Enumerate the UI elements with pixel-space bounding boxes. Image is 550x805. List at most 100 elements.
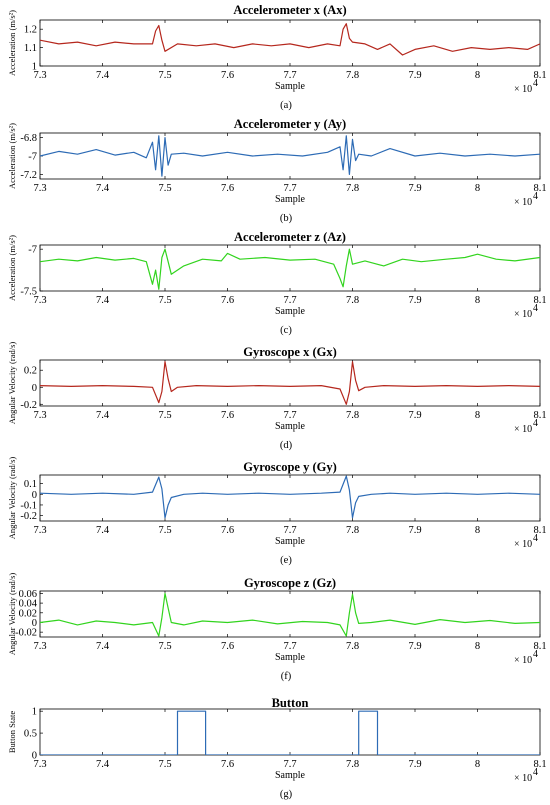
- y-tick-label: -0.1: [20, 500, 37, 511]
- x-multiplier: × 10: [514, 773, 532, 784]
- panel-caption: (c): [280, 325, 292, 336]
- y-axis-label: Acceleration (m/s²): [7, 123, 17, 189]
- y-axis-label: Angular Velocity (rad/s): [7, 573, 17, 656]
- x-tick-label: 7.4: [96, 70, 110, 81]
- series-line: [40, 361, 540, 405]
- x-exponent: 4: [533, 767, 538, 778]
- y-tick-label: 0: [32, 751, 37, 762]
- x-tick-label: 7.9: [408, 525, 421, 536]
- x-tick-label: 7.9: [408, 70, 421, 81]
- x-tick-label: 7.5: [158, 525, 171, 536]
- x-tick-label: 7.6: [221, 70, 234, 81]
- y-tick-label: -7: [28, 245, 37, 256]
- y-tick-label: 1.2: [24, 25, 37, 36]
- x-exponent: 4: [533, 533, 538, 544]
- x-tick-label: 7.3: [33, 525, 46, 536]
- plot-frame: [39, 590, 541, 638]
- chart-panel-4: Gyroscope x (Gx) 7.3 7.4 7.5 7.6 7.7 7.8 7.9 8 8.…: [7, 342, 547, 451]
- chart-panel-1: Accelerometer x (Ax) 7.3 7.4 7.5 7.6 7.7 7.8 7.…: [7, 3, 547, 111]
- x-tick-label: 7.7: [283, 410, 296, 421]
- x-multiplier: × 10: [514, 84, 532, 95]
- chart-title: Gyroscope y (Gy): [243, 460, 337, 474]
- panel-caption: (e): [280, 555, 292, 566]
- panel-caption: (g): [280, 789, 293, 800]
- x-tick-label: 7.5: [158, 70, 171, 81]
- x-tick-label: 7.5: [158, 759, 171, 770]
- y-tick-label: 0.1: [24, 479, 37, 490]
- y-tick-label: -0.2: [20, 511, 37, 522]
- y-tick-label: -7: [28, 152, 37, 163]
- x-tick-label: 7.3: [33, 70, 46, 81]
- x-tick-label: 7.9: [408, 183, 421, 194]
- x-tick-label: 7.3: [33, 641, 46, 652]
- series-line: [40, 135, 540, 177]
- chart-panel-2: Accelerometer y (Ay) 7.3 7.4 7.5 7.6 7.7 7.8 7.…: [7, 117, 547, 224]
- x-tick-label: 7.7: [283, 183, 296, 194]
- x-tick-label: 7.7: [283, 525, 296, 536]
- x-tick-label: 7.8: [346, 183, 359, 194]
- series-line: [40, 248, 540, 290]
- y-axis-label: Angular Velocity (rad/s): [7, 457, 17, 540]
- x-multiplier: × 10: [514, 655, 532, 666]
- x-tick-label: 7.6: [221, 295, 234, 306]
- y-axis-label: Acceleration (m/s²): [7, 10, 17, 76]
- chart-panel-7: Button 7.3 7.4 7.5 7.6 7.7 7.8 7.9 8 8.1 1 0.5 0 Butt…: [7, 696, 547, 800]
- series-line: [40, 475, 540, 519]
- x-tick-label: 8: [475, 70, 480, 81]
- plot-frame: [39, 19, 541, 67]
- x-tick-label: 7.6: [221, 410, 234, 421]
- x-tick-label: 7.3: [33, 183, 46, 194]
- x-tick-label: 7.6: [221, 183, 234, 194]
- x-tick-label: 7.8: [346, 410, 359, 421]
- y-axis-label: Angular Velocity (rad/s): [7, 342, 17, 425]
- panel-caption: (a): [280, 100, 292, 111]
- x-axis-label: Sample: [275, 81, 306, 92]
- series-line: [40, 23, 540, 56]
- x-tick-label: 7.4: [96, 410, 110, 421]
- series-line: [40, 710, 540, 755]
- y-axis-label: Acceleration (m/s²): [7, 235, 17, 301]
- plot-frame: [39, 359, 541, 407]
- x-tick-label: 7.6: [221, 641, 234, 652]
- x-exponent: 4: [533, 303, 538, 314]
- y-tick-label: -0.2: [20, 400, 37, 411]
- x-tick-label: 8.1: [533, 525, 546, 536]
- plot-frame: [39, 244, 541, 292]
- x-axis-label: Sample: [275, 194, 306, 205]
- x-tick-label: 7.6: [221, 759, 234, 770]
- x-tick-label: 7.7: [283, 70, 296, 81]
- plot-frame: [39, 708, 541, 756]
- x-tick-label: 8.1: [533, 295, 546, 306]
- x-tick-label: 7.5: [158, 641, 171, 652]
- x-tick-label: 7.8: [346, 295, 359, 306]
- x-axis-label: Sample: [275, 306, 306, 317]
- chart-title: Button: [272, 696, 309, 710]
- y-tick-label: -6.8: [20, 133, 37, 144]
- plot-frame: [39, 474, 541, 522]
- x-tick-label: 7.4: [96, 759, 110, 770]
- panel-caption: (b): [280, 213, 293, 224]
- x-axis-label: Sample: [275, 770, 306, 781]
- panel-caption: (d): [280, 440, 293, 451]
- x-tick-label: 8: [475, 295, 480, 306]
- x-tick-label: 8.1: [533, 183, 546, 194]
- x-tick-label: 8: [475, 183, 480, 194]
- x-tick-label: 7.9: [408, 641, 421, 652]
- y-tick-label: -7.2: [20, 170, 37, 181]
- x-multiplier: × 10: [514, 424, 532, 435]
- x-tick-label: 8: [475, 759, 480, 770]
- x-exponent: 4: [533, 649, 538, 660]
- x-axis-label: Sample: [275, 652, 306, 663]
- y-tick-label: 0: [32, 618, 37, 629]
- series-line: [40, 592, 540, 637]
- x-tick-label: 7.4: [96, 295, 110, 306]
- y-tick-label: 0.04: [19, 599, 38, 610]
- x-tick-label: 7.5: [158, 410, 171, 421]
- x-tick-label: 8: [475, 641, 480, 652]
- chart-title: Accelerometer x (Ax): [233, 3, 346, 17]
- x-tick-label: 7.6: [221, 525, 234, 536]
- y-tick-label: 1: [32, 707, 37, 718]
- x-axis-label: Sample: [275, 536, 306, 547]
- x-tick-label: 7.7: [283, 641, 296, 652]
